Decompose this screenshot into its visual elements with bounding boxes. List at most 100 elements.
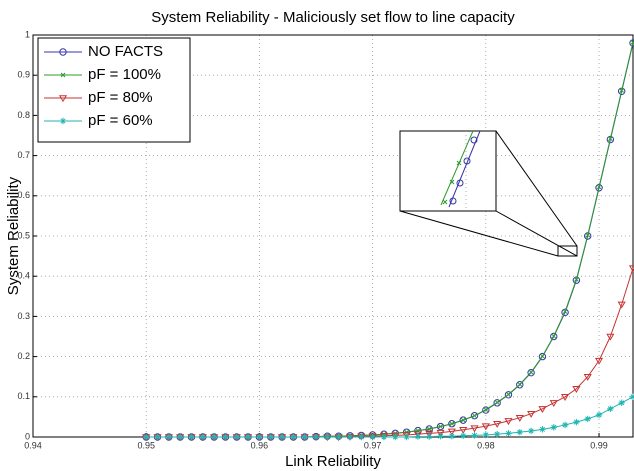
marker bbox=[493, 420, 502, 428]
marker bbox=[629, 393, 634, 400]
inset-marker bbox=[470, 136, 478, 144]
marker bbox=[176, 433, 184, 441]
marker bbox=[426, 433, 433, 440]
marker bbox=[143, 433, 150, 441]
marker bbox=[596, 184, 602, 190]
marker bbox=[369, 433, 376, 441]
marker bbox=[470, 425, 479, 433]
marker bbox=[561, 421, 569, 429]
zoom-inset bbox=[399, 130, 497, 212]
marker bbox=[379, 433, 389, 440]
inset-marker bbox=[449, 197, 457, 205]
marker bbox=[312, 433, 320, 441]
y-tick-label: 0.1 bbox=[17, 391, 30, 401]
marker bbox=[493, 430, 501, 438]
marker bbox=[572, 276, 581, 284]
marker bbox=[516, 381, 524, 389]
marker bbox=[527, 427, 535, 435]
marker bbox=[404, 429, 409, 435]
marker bbox=[606, 135, 615, 144]
marker bbox=[290, 433, 297, 441]
marker bbox=[540, 353, 545, 359]
marker bbox=[583, 373, 592, 381]
y-tick-label: 0.9 bbox=[17, 70, 30, 80]
zoom-connector bbox=[495, 210, 578, 257]
marker bbox=[335, 433, 342, 441]
marker bbox=[449, 421, 455, 427]
marker bbox=[494, 400, 500, 405]
marker bbox=[608, 136, 613, 142]
marker bbox=[472, 413, 477, 419]
marker bbox=[188, 433, 195, 441]
marker bbox=[459, 432, 467, 439]
marker bbox=[538, 352, 547, 361]
zoom-connector bbox=[495, 130, 578, 247]
marker bbox=[210, 433, 218, 441]
legend-label: pF = 80% bbox=[88, 89, 153, 106]
marker bbox=[493, 399, 501, 407]
marker bbox=[528, 369, 534, 375]
marker bbox=[630, 39, 634, 45]
marker bbox=[59, 117, 67, 125]
y-tick-label: 0.3 bbox=[17, 311, 30, 321]
inset-line bbox=[440, 130, 474, 206]
marker bbox=[561, 394, 570, 401]
marker bbox=[438, 424, 443, 429]
marker bbox=[426, 426, 432, 432]
inset-marker bbox=[456, 179, 464, 187]
x-axis-label: Link Reliability bbox=[285, 453, 381, 470]
marker bbox=[358, 433, 365, 441]
y-tick-label: 0.6 bbox=[17, 190, 30, 200]
marker bbox=[448, 432, 456, 440]
marker bbox=[437, 432, 444, 440]
marker bbox=[301, 433, 308, 441]
marker bbox=[256, 433, 263, 441]
x-tick-label: 0.94 bbox=[24, 440, 42, 450]
marker bbox=[629, 39, 634, 47]
x-tick-label: 0.96 bbox=[251, 440, 269, 450]
marker bbox=[346, 433, 354, 441]
marker bbox=[628, 265, 634, 273]
marker bbox=[585, 232, 591, 238]
marker bbox=[60, 72, 66, 78]
marker bbox=[573, 418, 580, 426]
marker bbox=[447, 428, 456, 436]
marker bbox=[561, 308, 569, 317]
marker bbox=[549, 400, 558, 408]
marker bbox=[607, 405, 614, 413]
marker bbox=[436, 429, 445, 437]
marker bbox=[539, 426, 546, 433]
marker bbox=[267, 433, 274, 441]
marker bbox=[527, 410, 536, 418]
inset-marker bbox=[442, 199, 448, 205]
marker bbox=[436, 422, 445, 431]
marker bbox=[482, 431, 490, 439]
zoom-connector bbox=[399, 210, 559, 257]
x-tick-label: 0.95 bbox=[137, 440, 155, 450]
marker bbox=[481, 423, 490, 431]
marker bbox=[58, 95, 68, 103]
marker bbox=[483, 407, 489, 413]
marker bbox=[574, 277, 579, 282]
marker bbox=[595, 411, 603, 419]
marker bbox=[550, 332, 558, 341]
marker bbox=[460, 417, 466, 423]
marker bbox=[517, 381, 523, 387]
marker bbox=[584, 232, 592, 240]
inset-marker bbox=[449, 179, 455, 185]
marker bbox=[595, 184, 603, 192]
marker bbox=[572, 386, 581, 393]
y-tick-label: 0.7 bbox=[17, 150, 30, 160]
x-tick-label: 0.97 bbox=[364, 440, 382, 450]
legend-label: pF = 60% bbox=[88, 112, 153, 129]
marker bbox=[459, 427, 468, 434]
y-tick-label: 0.5 bbox=[17, 230, 30, 240]
y-tick-label: 0.8 bbox=[17, 110, 30, 120]
y-axis-label: System Reliability bbox=[5, 176, 22, 295]
marker bbox=[222, 433, 229, 441]
marker bbox=[199, 433, 207, 441]
marker bbox=[425, 430, 434, 438]
marker bbox=[403, 433, 410, 441]
marker bbox=[154, 433, 161, 441]
